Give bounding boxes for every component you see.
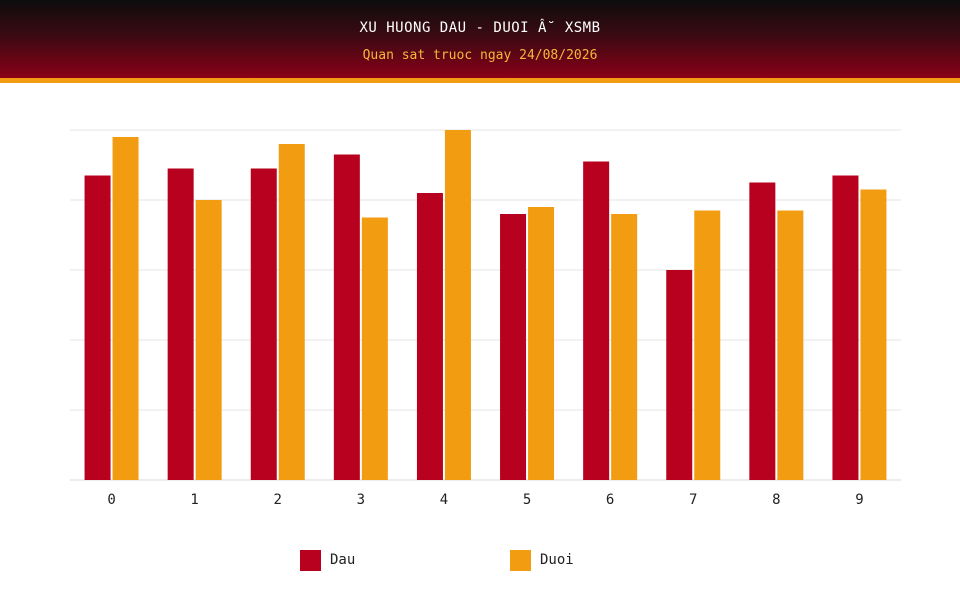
bar-duoi-3[interactable] <box>361 217 388 481</box>
legend-item-dau[interactable]: Dau <box>300 549 355 571</box>
bar-duoi-0[interactable] <box>112 137 139 480</box>
bar-duoi-6[interactable] <box>611 214 638 480</box>
x-tick-label: 9 <box>855 492 863 508</box>
header-accent-stripe <box>0 78 960 83</box>
x-tick-label: 5 <box>523 492 531 508</box>
bar-dau-1[interactable] <box>167 168 194 481</box>
x-tick-label: 0 <box>107 492 115 508</box>
legend-swatch-duoi <box>510 549 531 571</box>
bar-duoi-1[interactable] <box>195 200 222 480</box>
bar-duoi-9[interactable] <box>860 189 887 481</box>
bar-duoi-5[interactable] <box>528 207 555 480</box>
bar-duoi-4[interactable] <box>444 130 471 480</box>
bar-duoi-7[interactable] <box>694 210 721 481</box>
legend-item-duoi[interactable]: Duoi <box>510 549 574 571</box>
bar-dau-6[interactable] <box>583 161 610 481</box>
bar-dau-5[interactable] <box>500 214 527 480</box>
bar-dau-4[interactable] <box>416 193 443 480</box>
bar-duoi-2[interactable] <box>278 144 305 480</box>
x-tick-label: 4 <box>440 492 448 508</box>
bar-dau-9[interactable] <box>832 175 859 481</box>
chart-title: XU HUONG DAU - DUOI Â˘ XSMB <box>359 20 601 36</box>
legend-label-dau: Dau <box>330 552 356 568</box>
x-tick-label: 7 <box>689 492 697 508</box>
x-tick-label: 1 <box>190 492 198 508</box>
x-tick-label: 2 <box>274 492 282 508</box>
legend-label-duoi: Duoi <box>540 552 574 568</box>
bar-dau-8[interactable] <box>749 182 776 481</box>
legend-swatch-dau <box>300 549 321 571</box>
x-tick-label: 3 <box>357 492 365 508</box>
chart-subtitle: Quan sat truoc ngay 24/08/2026 <box>362 48 598 63</box>
bar-dau-0[interactable] <box>84 175 111 481</box>
chart-header: XU HUONG DAU - DUOI Â˘ XSMB Quan sat tru… <box>0 0 960 78</box>
bar-dau-7[interactable] <box>666 270 693 480</box>
bar-duoi-8[interactable] <box>777 210 804 481</box>
bar-dau-2[interactable] <box>250 168 277 481</box>
x-tick-label: 6 <box>606 492 614 508</box>
bar-dau-3[interactable] <box>333 154 360 481</box>
x-tick-label: 8 <box>772 492 780 508</box>
